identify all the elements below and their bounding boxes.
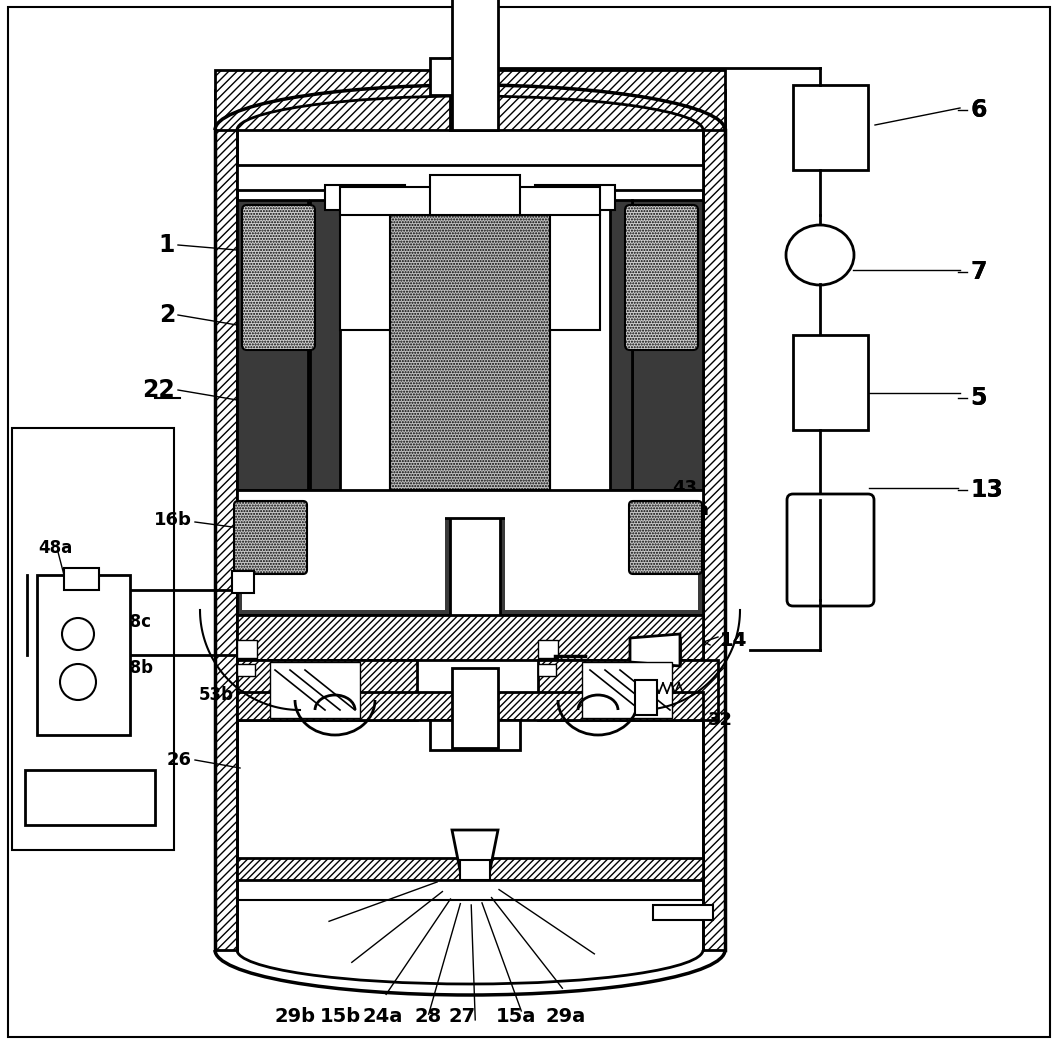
Bar: [340, 195, 390, 330]
Bar: [237, 500, 450, 616]
Bar: [550, 195, 600, 330]
Text: 13: 13: [970, 478, 1003, 502]
Text: 16b: 16b: [154, 511, 191, 529]
Bar: [25, 770, 156, 825]
Text: 14: 14: [720, 630, 747, 650]
Bar: [215, 90, 237, 950]
Text: 29a: 29a: [546, 1007, 586, 1026]
Text: 13: 13: [970, 478, 1003, 502]
Bar: [237, 200, 308, 490]
Bar: [539, 664, 557, 676]
Bar: [237, 660, 417, 720]
Bar: [794, 85, 868, 170]
Bar: [270, 661, 360, 718]
Bar: [232, 571, 254, 593]
Bar: [653, 905, 713, 920]
Bar: [63, 568, 99, 590]
Bar: [452, 0, 498, 130]
Bar: [635, 680, 657, 715]
Text: 6: 6: [970, 98, 986, 122]
Text: 29b: 29b: [274, 1007, 315, 1026]
Text: 24a: 24a: [363, 1007, 403, 1026]
Text: 25: 25: [672, 555, 697, 573]
Bar: [237, 858, 703, 880]
Text: 15b: 15b: [320, 1007, 361, 1026]
Text: 21: 21: [672, 527, 697, 545]
Text: 14: 14: [720, 630, 747, 650]
Bar: [539, 640, 558, 658]
Bar: [325, 185, 405, 210]
Bar: [703, 90, 725, 950]
Bar: [242, 505, 445, 610]
Text: 32: 32: [708, 711, 733, 729]
Text: 48c: 48c: [118, 613, 151, 631]
Bar: [610, 200, 632, 490]
Bar: [539, 660, 718, 720]
Text: 27: 27: [449, 1007, 475, 1026]
Text: 5: 5: [970, 386, 986, 410]
FancyBboxPatch shape: [242, 205, 315, 350]
Text: 53b: 53b: [199, 686, 234, 704]
Bar: [632, 200, 703, 490]
Bar: [215, 70, 725, 130]
Text: 26: 26: [167, 751, 191, 769]
Polygon shape: [630, 634, 680, 666]
Bar: [237, 165, 703, 190]
FancyBboxPatch shape: [630, 501, 703, 574]
Text: 1: 1: [159, 233, 175, 257]
Bar: [430, 720, 519, 750]
Text: 22: 22: [142, 378, 175, 402]
Bar: [505, 505, 698, 610]
Bar: [310, 200, 340, 490]
Bar: [500, 500, 703, 616]
Bar: [237, 490, 703, 518]
Bar: [582, 661, 672, 718]
Bar: [237, 692, 703, 720]
Bar: [430, 59, 470, 95]
Text: 3: 3: [452, 31, 469, 55]
Text: 16a: 16a: [673, 501, 710, 519]
Text: 5: 5: [970, 386, 986, 410]
FancyBboxPatch shape: [234, 501, 307, 574]
Bar: [630, 638, 680, 661]
Text: 7: 7: [970, 260, 986, 284]
Bar: [460, 860, 490, 880]
Bar: [390, 200, 550, 490]
Bar: [37, 575, 130, 735]
Bar: [430, 175, 519, 215]
Bar: [390, 200, 550, 490]
Text: 2: 2: [159, 303, 175, 327]
Bar: [237, 640, 257, 658]
Bar: [452, 668, 498, 748]
Text: 43: 43: [672, 479, 697, 497]
Text: 48b: 48b: [118, 659, 153, 677]
Text: 28: 28: [415, 1007, 441, 1026]
Polygon shape: [452, 830, 498, 870]
Bar: [340, 187, 600, 215]
FancyBboxPatch shape: [625, 205, 698, 350]
Ellipse shape: [786, 225, 854, 285]
FancyBboxPatch shape: [787, 494, 874, 606]
Circle shape: [62, 618, 94, 650]
Bar: [237, 616, 703, 660]
Text: 45: 45: [58, 783, 88, 803]
Bar: [12, 428, 174, 850]
Text: 3: 3: [452, 31, 469, 55]
Text: 6: 6: [970, 98, 986, 122]
Text: 47: 47: [255, 549, 282, 567]
Text: 7: 7: [970, 260, 986, 284]
Text: 15a: 15a: [496, 1007, 536, 1026]
Bar: [794, 335, 868, 429]
Text: 48a: 48a: [38, 539, 72, 557]
Bar: [237, 664, 255, 676]
Bar: [535, 185, 615, 210]
Circle shape: [60, 664, 96, 700]
Bar: [237, 90, 703, 950]
